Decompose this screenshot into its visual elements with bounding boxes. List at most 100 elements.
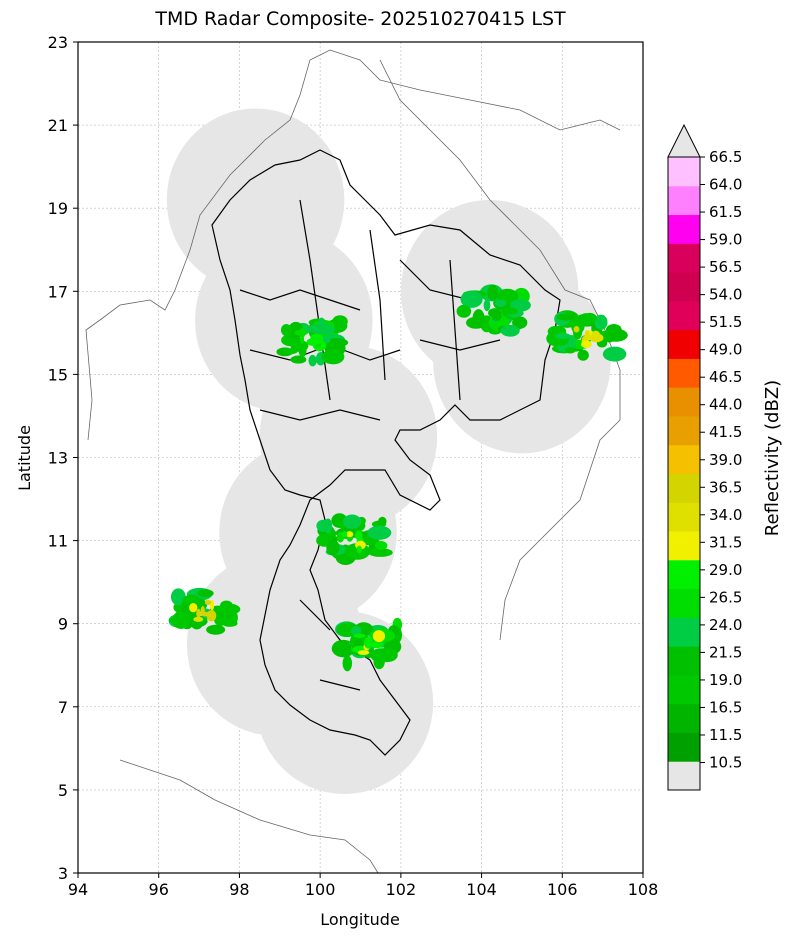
colorbar-level-label: 51.5 [709,313,742,331]
colorbar-level-label: 16.5 [709,698,742,716]
echo-core [589,333,604,343]
echo-cell [321,349,345,365]
echo-core [196,608,201,618]
echo-cell [332,315,348,328]
colorbar-level-label: 44.0 [709,396,742,414]
echo-cell [324,338,349,348]
x-axis-ticks: 94 96 98 100 102 104 106 108 [68,873,658,899]
colorbar-level-label: 36.5 [709,478,742,496]
echo-core [357,650,370,655]
y-tick-label: 23 [48,33,68,52]
colorbar-segment [668,243,700,273]
echo-cell [374,541,388,550]
echo-core [573,326,580,333]
colorbar-segment [668,761,700,791]
colorbar-level-label: 10.5 [709,754,742,772]
y-tick-label: 9 [58,615,68,634]
echo-cell [564,347,576,354]
x-tick-label: 100 [305,880,336,899]
echo-cell [283,348,298,355]
echo-cell [456,304,472,318]
x-tick-label: 104 [466,880,497,899]
x-tick-label: 102 [386,880,417,899]
echo-cell [378,516,387,526]
colorbar-segment [668,444,700,474]
y-tick-label: 13 [48,449,68,468]
echo-cell [316,519,331,532]
colorbar-segment [668,703,700,733]
echo-cell [556,313,576,321]
echo-cell [460,290,483,308]
y-tick-label: 5 [58,781,68,800]
echo-cell [326,539,340,556]
y-tick-label: 21 [48,116,68,135]
colorbar-segment [668,732,700,762]
y-tick-label: 17 [48,282,68,301]
colorbar-level-label: 61.5 [709,203,742,221]
colorbar-segment [668,157,700,187]
colorbar-segment [668,617,700,647]
echo-cell [594,314,608,330]
colorbar-segment [668,559,700,590]
echo-cell [368,548,393,557]
x-tick-label: 94 [68,880,88,899]
echo-cell [280,323,292,337]
echo-core [494,299,507,308]
echo-cell [182,594,201,608]
echo-core [206,610,217,622]
colorbar-level-label: 56.5 [709,258,742,276]
colorbar-segment [668,415,700,446]
colorbar-level-label: 11.5 [709,726,742,744]
echo-cell [510,298,531,312]
colorbar-segment [668,387,700,417]
x-tick-label: 98 [229,880,249,899]
y-axis-ticks: 23 21 19 17 15 13 11 9 7 5 3 [48,33,78,883]
x-axis-label: Longitude [320,910,400,929]
colorbar-frame [667,157,701,791]
echo-cell [171,611,191,629]
colorbar-segment [668,300,700,331]
y-tick-label: 19 [48,199,68,218]
colorbar-segment [668,214,700,244]
y-tick-label: 7 [58,698,68,717]
echo-cell [367,525,392,540]
colorbar-level-label: 24.0 [709,616,742,634]
colorbar-level-label: 21.5 [709,643,742,661]
colorbar-labels: 10.5 11.5 16.5 19.0 21.5 24.0 26.5 29.0 31.5 34.0… [700,148,742,772]
colorbar-level-label: 26.5 [709,588,742,606]
colorbar-title: Reflectivity (dBZ) [762,380,783,536]
colorbar-level-label: 64.0 [709,176,742,194]
y-tick-label: 15 [48,365,68,384]
echo-cell [350,625,362,636]
colorbar-segment [668,531,700,561]
echo-core [584,329,590,342]
colorbar-level-label: 39.0 [709,451,742,469]
colorbar-segment [668,646,700,676]
echo-core [204,599,212,605]
echo-core [189,603,198,613]
y-tick-label: 11 [48,532,68,551]
echo-cell [206,624,226,635]
reflectivity-echoes [168,284,628,672]
echo-core [300,335,305,345]
colorbar-segment [668,358,700,388]
x-tick-label: 96 [149,880,169,899]
echo-cell [500,324,520,337]
colorbar-level-label: 41.5 [709,423,742,441]
colorbar-level-label: 34.0 [709,506,742,524]
colorbar-level-label: 59.0 [709,231,742,249]
colorbar-segment [668,473,700,503]
echo-cell [555,333,571,340]
colorbar-segment [668,674,700,705]
colorbar-level-label: 31.5 [709,533,742,551]
y-axis-label: Latitude [15,425,34,491]
colorbar-segment [668,502,700,532]
echo-core [200,606,205,615]
echo-core [488,308,502,318]
colorbar-extend-arrow [667,123,701,158]
echo-cell [577,349,589,361]
echo-cell [309,324,335,335]
echo-core [341,531,348,538]
colorbar-segment [668,272,700,302]
